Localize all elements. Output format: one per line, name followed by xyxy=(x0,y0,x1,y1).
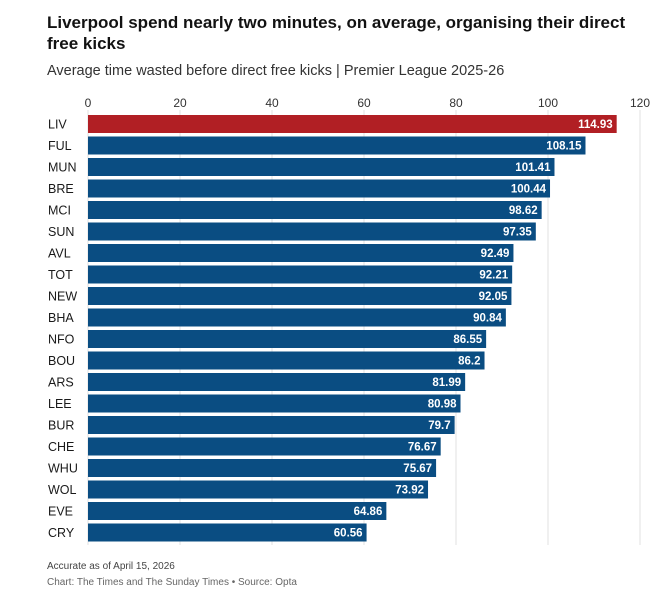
category-labels: LIV FUL MUN BRE MCI SUN AVL TOT NEW BHA NFO BOU ARS L… xyxy=(48,118,78,541)
x-tick-label: 20 xyxy=(173,96,187,110)
bar-mun xyxy=(88,158,555,176)
x-tick-label: 60 xyxy=(357,96,371,110)
category-label: EVE xyxy=(48,505,73,519)
category-label: MCI xyxy=(48,204,71,218)
value-label: 79.7 xyxy=(428,420,450,432)
value-label: 101.41 xyxy=(515,162,551,174)
bar-ars xyxy=(88,373,466,391)
value-label: 81.99 xyxy=(432,377,461,389)
value-label: 60.56 xyxy=(334,528,363,540)
category-label: BUR xyxy=(48,419,74,433)
category-label: NEW xyxy=(48,290,77,304)
bar-whu xyxy=(88,459,437,477)
category-label: CRY xyxy=(48,526,75,540)
x-tick-label: 80 xyxy=(449,96,463,110)
value-label: 92.49 xyxy=(481,248,510,260)
category-label: FUL xyxy=(48,139,72,153)
bars xyxy=(88,115,617,542)
category-label: NFO xyxy=(48,333,75,347)
category-label: LIV xyxy=(48,118,67,132)
value-label: 92.05 xyxy=(479,291,508,303)
bar-ful xyxy=(88,136,586,155)
bar-nfo xyxy=(88,330,487,348)
bar-bur xyxy=(88,416,455,434)
bar-cry xyxy=(88,523,367,542)
bar-che xyxy=(88,437,441,456)
x-tick-label: 0 xyxy=(85,96,92,110)
value-label: 86.55 xyxy=(453,334,482,346)
bar-bre xyxy=(88,179,551,198)
value-label: 90.84 xyxy=(473,313,502,325)
x-tick-label: 40 xyxy=(265,96,279,110)
bar-bou xyxy=(88,351,485,370)
value-label: 108.15 xyxy=(546,141,582,153)
category-label: BOU xyxy=(48,354,75,368)
category-label: LEE xyxy=(48,397,72,411)
category-label: AVL xyxy=(48,247,71,261)
bar-avl xyxy=(88,244,514,262)
value-label: 100.44 xyxy=(511,184,547,196)
bar-mci xyxy=(88,201,542,219)
bar-wol xyxy=(88,480,429,499)
x-tick-label: 100 xyxy=(538,96,558,110)
value-label: 80.98 xyxy=(428,399,457,411)
category-label: TOT xyxy=(48,268,73,282)
category-label: CHE xyxy=(48,440,74,454)
category-label: ARS xyxy=(48,376,74,390)
bar-eve xyxy=(88,502,387,520)
bar-lee xyxy=(88,394,461,413)
category-label: MUN xyxy=(48,161,76,175)
x-tick-label: 120 xyxy=(630,96,650,110)
value-label: 86.2 xyxy=(458,356,480,368)
x-axis-ticks: 0 20 40 60 80 100 120 xyxy=(85,96,651,110)
category-label: WOL xyxy=(48,483,77,497)
bar-tot xyxy=(88,265,513,284)
value-label: 73.92 xyxy=(395,485,424,497)
category-label: BRE xyxy=(48,182,74,196)
value-label: 76.67 xyxy=(408,442,437,454)
category-label: SUN xyxy=(48,225,74,239)
bar-new xyxy=(88,287,512,305)
chart-title: Liverpool spend nearly two minutes, on a… xyxy=(47,13,626,53)
value-label: 92.21 xyxy=(479,270,508,282)
value-label: 98.62 xyxy=(509,205,538,217)
value-label: 75.67 xyxy=(403,463,432,475)
bar-chart: 0 20 40 60 80 100 120 LIV FUL MUN BRE MCI SUN AVL TOT… xyxy=(48,96,651,545)
value-label: 114.93 xyxy=(578,119,613,131)
category-label: WHU xyxy=(48,462,78,476)
category-label: BHA xyxy=(48,311,74,325)
source-credit: Chart: The Times and The Sunday Times • … xyxy=(47,577,297,588)
bar-bha xyxy=(88,308,506,327)
bar-sun xyxy=(88,222,536,241)
bar-liv xyxy=(88,115,617,133)
chart-subtitle: Average time wasted before direct free k… xyxy=(47,63,505,79)
footnote: Accurate as of April 15, 2026 xyxy=(47,561,175,572)
value-labels: 114.93 108.15 101.41 100.44 98.62 97.35 92.49 9… xyxy=(334,119,613,540)
value-label: 64.86 xyxy=(354,506,383,518)
value-label: 97.35 xyxy=(503,227,532,239)
